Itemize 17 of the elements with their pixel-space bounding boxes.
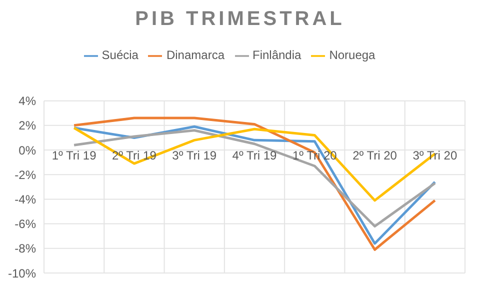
x-tick-label: 1º Tri 19 <box>52 148 97 162</box>
y-tick-label: -2% <box>14 168 36 182</box>
x-tick-label: 3º Tri 19 <box>172 148 217 162</box>
legend-label: Noruega <box>329 48 376 62</box>
legend-label: Suécia <box>102 48 138 62</box>
y-tick-label: 0% <box>18 143 36 158</box>
x-tick-label: 4º Tri 19 <box>232 148 278 162</box>
x-tick-label: 2º Tri 20 <box>352 148 398 162</box>
y-tick-label: -10% <box>8 266 36 280</box>
chart-title: PIB TRIMESTRAL <box>134 8 346 31</box>
y-tick-label: 4% <box>18 94 36 108</box>
y-tick-label: -6% <box>14 217 36 232</box>
y-tick-label: -8% <box>14 242 36 256</box>
legend-label: Finlândia <box>252 48 302 62</box>
legend-label: Dinamarca <box>166 48 224 62</box>
y-tick-label: -4% <box>14 192 36 206</box>
y-tick-label: 2% <box>18 118 36 133</box>
